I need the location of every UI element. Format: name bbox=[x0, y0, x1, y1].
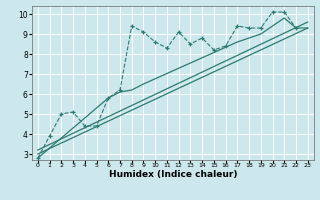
X-axis label: Humidex (Indice chaleur): Humidex (Indice chaleur) bbox=[108, 170, 237, 179]
